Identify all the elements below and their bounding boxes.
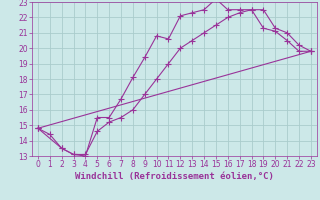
X-axis label: Windchill (Refroidissement éolien,°C): Windchill (Refroidissement éolien,°C) — [75, 172, 274, 181]
